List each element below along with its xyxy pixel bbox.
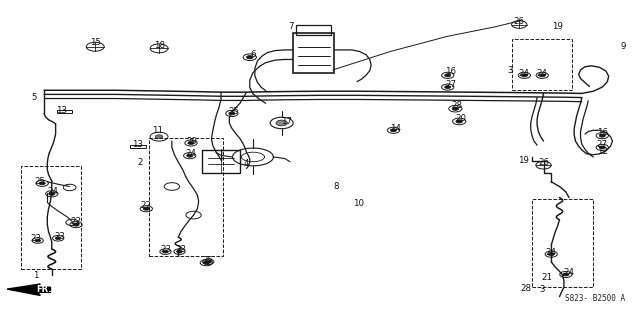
Circle shape [390, 129, 397, 132]
Text: 26: 26 [538, 158, 549, 167]
Circle shape [548, 253, 554, 256]
Circle shape [563, 273, 569, 276]
Text: 16: 16 [596, 128, 608, 137]
Text: 5: 5 [31, 93, 36, 102]
Circle shape [599, 134, 605, 137]
Text: 25: 25 [35, 177, 46, 186]
Text: 19: 19 [552, 22, 563, 31]
Text: 10: 10 [353, 199, 364, 208]
Text: 18: 18 [154, 41, 164, 50]
Text: 20: 20 [455, 114, 466, 123]
Text: 23: 23 [54, 232, 65, 241]
Circle shape [55, 237, 61, 240]
Text: 24: 24 [519, 69, 530, 78]
Circle shape [229, 112, 235, 115]
Circle shape [452, 107, 459, 110]
Bar [131, 145, 146, 148]
Text: 28: 28 [451, 101, 462, 110]
Text: 22: 22 [70, 217, 81, 226]
Bar [532, 199, 593, 287]
Text: 14: 14 [390, 124, 401, 133]
Circle shape [445, 74, 451, 77]
Text: 24: 24 [537, 69, 548, 78]
Text: 2: 2 [137, 158, 143, 167]
Text: 7: 7 [289, 22, 294, 31]
Text: 21: 21 [541, 273, 552, 282]
Circle shape [445, 85, 451, 89]
Text: 23: 23 [30, 234, 42, 243]
Bar [296, 25, 332, 35]
Text: 28: 28 [520, 284, 531, 293]
Circle shape [188, 141, 194, 145]
Text: 1: 1 [33, 271, 38, 280]
Bar [21, 167, 81, 269]
Text: 24: 24 [186, 149, 196, 158]
Text: 22: 22 [141, 201, 152, 210]
Polygon shape [7, 284, 51, 295]
Text: 27: 27 [596, 140, 608, 149]
Circle shape [187, 154, 193, 157]
Circle shape [599, 146, 605, 149]
Text: 27: 27 [445, 80, 456, 89]
Text: 16: 16 [445, 67, 456, 76]
Circle shape [246, 56, 253, 59]
Text: 24: 24 [47, 187, 59, 197]
Circle shape [522, 74, 527, 77]
Text: 11: 11 [152, 126, 163, 135]
Text: 13: 13 [56, 106, 67, 115]
Circle shape [539, 74, 545, 77]
Text: 9: 9 [621, 42, 626, 51]
Bar [149, 138, 223, 256]
Text: 3: 3 [540, 285, 545, 293]
Circle shape [177, 250, 182, 253]
Text: 23: 23 [175, 245, 186, 254]
Text: 29: 29 [187, 137, 198, 145]
Bar [202, 150, 239, 173]
Text: 13: 13 [132, 140, 143, 149]
Text: 25: 25 [228, 107, 239, 116]
Text: 8: 8 [333, 182, 339, 191]
Text: 25: 25 [203, 256, 214, 265]
Text: 15: 15 [90, 38, 100, 47]
Circle shape [163, 250, 168, 253]
Text: 6: 6 [250, 50, 256, 59]
Text: 26: 26 [514, 17, 525, 26]
Circle shape [39, 182, 45, 185]
Text: 3: 3 [507, 66, 513, 75]
Circle shape [156, 135, 163, 138]
Text: 23: 23 [160, 245, 171, 254]
Bar [293, 33, 334, 73]
Circle shape [276, 120, 287, 126]
Text: 19: 19 [518, 156, 529, 165]
Text: FR.: FR. [36, 285, 52, 294]
Circle shape [143, 207, 149, 210]
Text: 17: 17 [282, 117, 292, 126]
Text: 24: 24 [564, 268, 575, 277]
Circle shape [73, 223, 79, 226]
Bar [511, 40, 572, 90]
Circle shape [35, 239, 40, 242]
Circle shape [205, 260, 211, 263]
Text: 24: 24 [546, 248, 557, 257]
Text: 4: 4 [244, 159, 250, 168]
Text: 12: 12 [596, 147, 608, 156]
Circle shape [49, 192, 55, 195]
Circle shape [204, 261, 209, 264]
Bar [57, 110, 72, 113]
Text: S823- B2500 A: S823- B2500 A [565, 294, 625, 303]
Circle shape [456, 120, 463, 123]
